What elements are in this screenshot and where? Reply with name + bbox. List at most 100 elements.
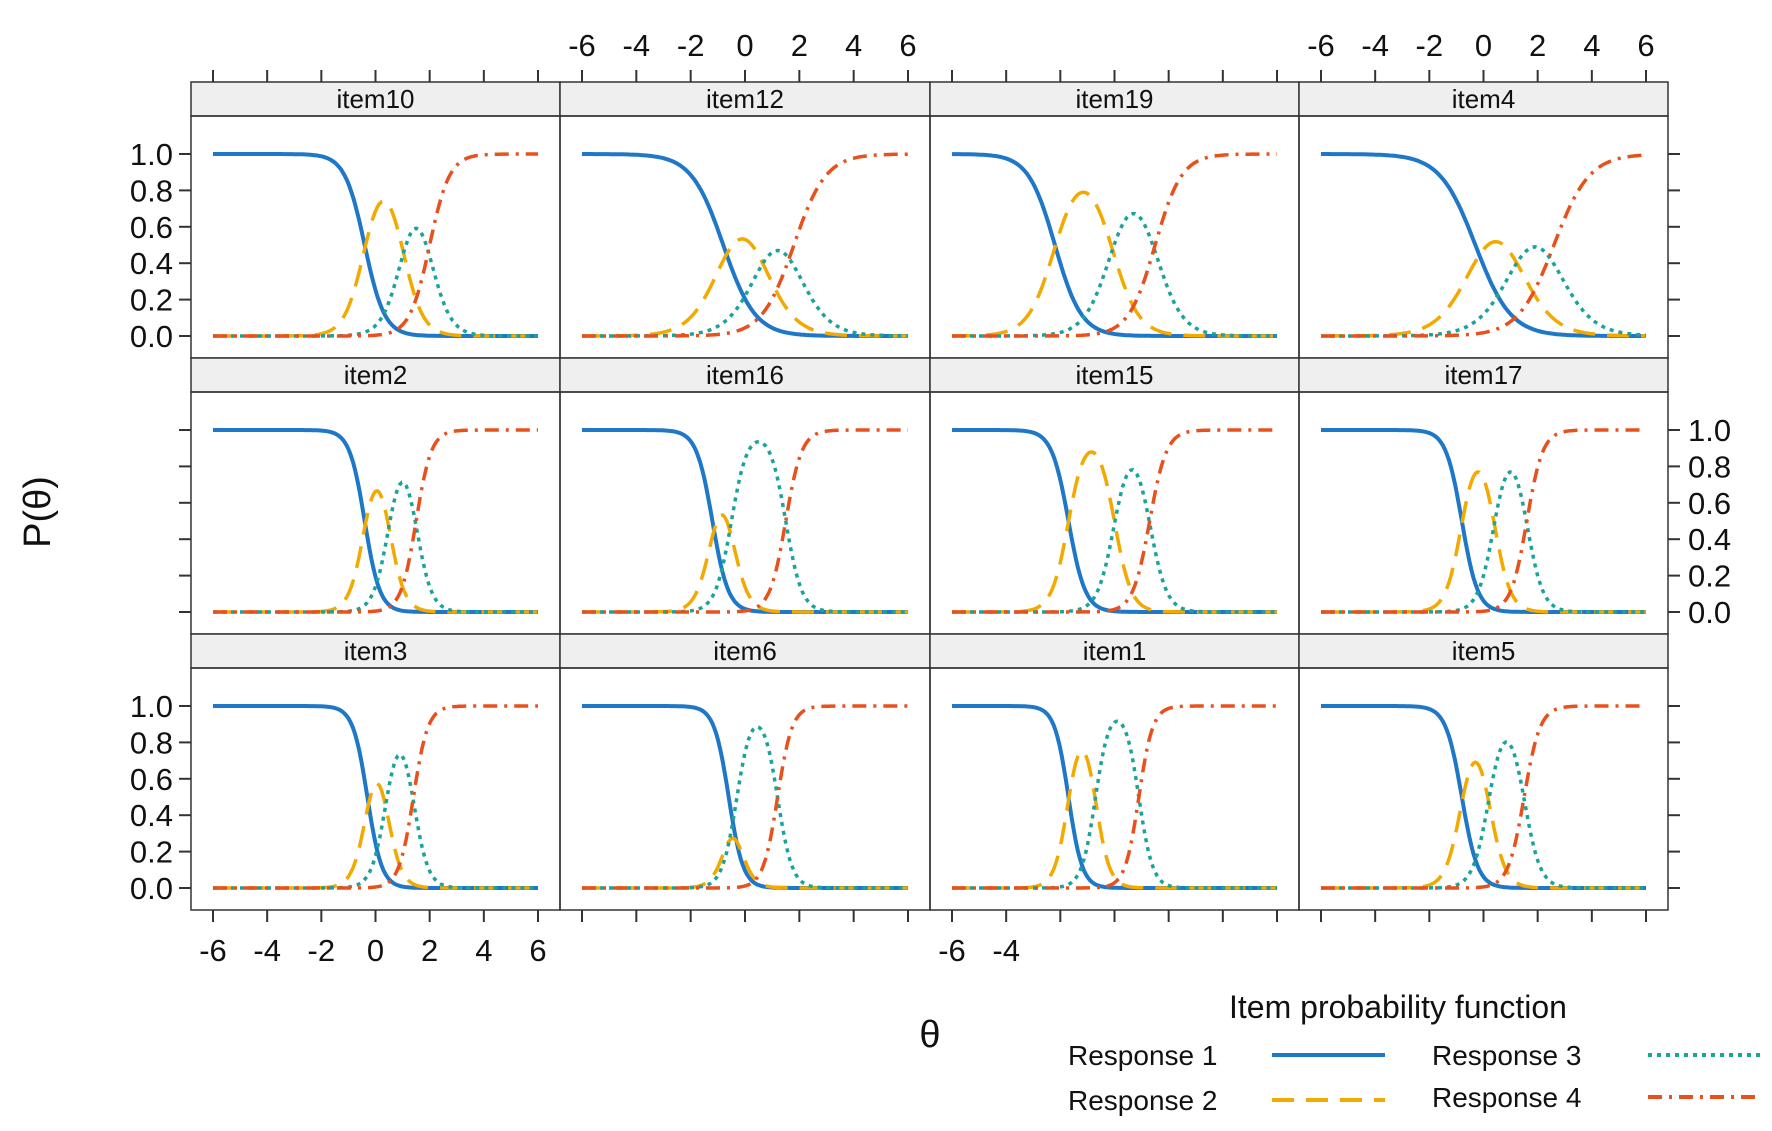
legend-label-response-4: Response 4 xyxy=(1432,1082,1581,1113)
series-line-response-1 xyxy=(213,428,538,614)
panel-strip xyxy=(559,633,931,669)
y-tick-label-right: 0.6 xyxy=(1688,486,1731,521)
y-tick-label-left: 0.8 xyxy=(130,173,173,208)
y-tick-label-right: 0.2 xyxy=(1688,559,1731,594)
x-tick-label-top: -4 xyxy=(1361,28,1389,63)
x-tick-label-top: 6 xyxy=(1637,28,1654,63)
panel-item12: item12 xyxy=(559,81,931,359)
panel-title: item3 xyxy=(344,636,408,666)
panel-item6: item6 xyxy=(559,633,931,911)
panel-title: item19 xyxy=(1075,84,1153,114)
panel-title: item16 xyxy=(706,360,784,390)
series-line-response-3 xyxy=(952,211,1277,338)
panel-item4: item4 xyxy=(1298,81,1669,359)
panel-strip xyxy=(1298,633,1669,669)
panel-item3: item3 xyxy=(190,633,561,911)
x-tick-label-top: 0 xyxy=(736,28,753,63)
series-line-response-4 xyxy=(582,704,908,890)
x-tick-label-bottom: -4 xyxy=(992,933,1020,968)
series-line-response-4 xyxy=(952,428,1277,614)
y-tick-label-left: 0.6 xyxy=(130,210,173,245)
x-tick-label-top: 2 xyxy=(791,28,808,63)
panel-item10: item10 xyxy=(190,81,561,359)
y-tick-label-right: 0.8 xyxy=(1688,449,1731,484)
panel-item17: item17 xyxy=(1298,357,1669,635)
x-tick-label-bottom: 4 xyxy=(475,933,492,968)
series-line-response-1 xyxy=(582,152,908,338)
x-tick-label-bottom: -6 xyxy=(199,933,227,968)
series-line-response-2 xyxy=(582,836,908,890)
y-tick-label-left: 0.2 xyxy=(130,283,173,318)
panel-strip xyxy=(190,81,561,117)
axes: -6 -4 -2 0 2 4 6 -6 -4-6 -4 -2 0 2 4 6 -6 -4 -2 0 2 4 60.00.2… xyxy=(130,28,1731,968)
y-axis-title: P(θ) xyxy=(17,476,59,548)
series-line-response-4 xyxy=(582,428,908,614)
panel-frame xyxy=(929,115,1300,359)
x-tick-label-top: -6 xyxy=(568,28,596,63)
series-line-response-2 xyxy=(213,199,538,338)
panel-item19: item19 xyxy=(929,81,1300,359)
x-tick-label-bottom: -6 xyxy=(938,933,966,968)
panel-title: item10 xyxy=(336,84,414,114)
series-line-response-3 xyxy=(213,480,538,614)
series-line-response-2 xyxy=(582,513,908,614)
y-tick-label-left: 0.0 xyxy=(130,319,173,354)
panel-strip xyxy=(1298,81,1669,117)
series-line-response-2 xyxy=(1321,470,1646,614)
y-tick-label-left: 0.4 xyxy=(130,798,173,833)
series-line-response-4 xyxy=(213,428,538,614)
panel-item2: item2 xyxy=(190,357,561,635)
panel-strip xyxy=(929,633,1300,669)
legend-label-response-3: Response 3 xyxy=(1432,1040,1581,1071)
series-line-response-3 xyxy=(213,226,538,338)
panel-title: item2 xyxy=(344,360,408,390)
x-tick-label-bottom: -2 xyxy=(308,933,336,968)
panel-title: item4 xyxy=(1452,84,1516,114)
y-tick-label-left: 0.2 xyxy=(130,835,173,870)
y-tick-label-left: 0.6 xyxy=(130,762,173,797)
y-tick-label-left: 1.0 xyxy=(130,137,173,172)
series-line-response-1 xyxy=(952,152,1277,338)
panel-item15: item15 xyxy=(929,357,1300,635)
y-tick-label-right: 0.4 xyxy=(1688,522,1731,557)
series-line-response-1 xyxy=(582,428,908,614)
series-line-response-2 xyxy=(582,237,908,338)
y-tick-label-left: 0.8 xyxy=(130,725,173,760)
x-tick-label-top: -2 xyxy=(1416,28,1444,63)
series-line-response-1 xyxy=(952,704,1277,890)
x-tick-label-top: 4 xyxy=(1583,28,1600,63)
plot-area: item10 item12 item19 item4 item2 item16 item15… xyxy=(190,81,1669,911)
panel-title: item12 xyxy=(706,84,784,114)
series-line-response-3 xyxy=(213,752,538,890)
panel-item16: item16 xyxy=(559,357,931,635)
y-tick-label-left: 0.4 xyxy=(130,246,173,281)
series-line-response-1 xyxy=(213,704,538,890)
series-line-response-1 xyxy=(952,428,1277,614)
series-line-response-4 xyxy=(952,704,1277,890)
panel-strip xyxy=(190,357,561,393)
panel-item1: item1 xyxy=(929,633,1300,911)
series-line-response-4 xyxy=(1321,153,1647,338)
y-tick-label-right: 0.0 xyxy=(1688,595,1731,630)
series-line-response-2 xyxy=(1321,760,1646,890)
y-tick-label-left: 1.0 xyxy=(130,689,173,724)
series-line-response-1 xyxy=(1321,704,1646,890)
series-line-response-2 xyxy=(213,488,538,614)
series-line-response-3 xyxy=(1321,740,1646,890)
panel-title: item5 xyxy=(1452,636,1516,666)
series-line-response-3 xyxy=(952,467,1277,614)
x-tick-label-top: -2 xyxy=(677,28,705,63)
panel-title: item6 xyxy=(713,636,777,666)
x-tick-label-bottom: 0 xyxy=(367,933,384,968)
series-line-response-4 xyxy=(213,152,538,338)
panel-title: item17 xyxy=(1444,360,1522,390)
x-tick-label-top: -6 xyxy=(1307,28,1335,63)
panel-title: item1 xyxy=(1083,636,1147,666)
x-tick-label-top: 0 xyxy=(1475,28,1492,63)
x-tick-label-bottom: 2 xyxy=(421,933,438,968)
panel-strip xyxy=(929,357,1300,393)
series-line-response-3 xyxy=(952,719,1277,890)
x-tick-label-top: 2 xyxy=(1529,28,1546,63)
panel-title: item15 xyxy=(1075,360,1153,390)
